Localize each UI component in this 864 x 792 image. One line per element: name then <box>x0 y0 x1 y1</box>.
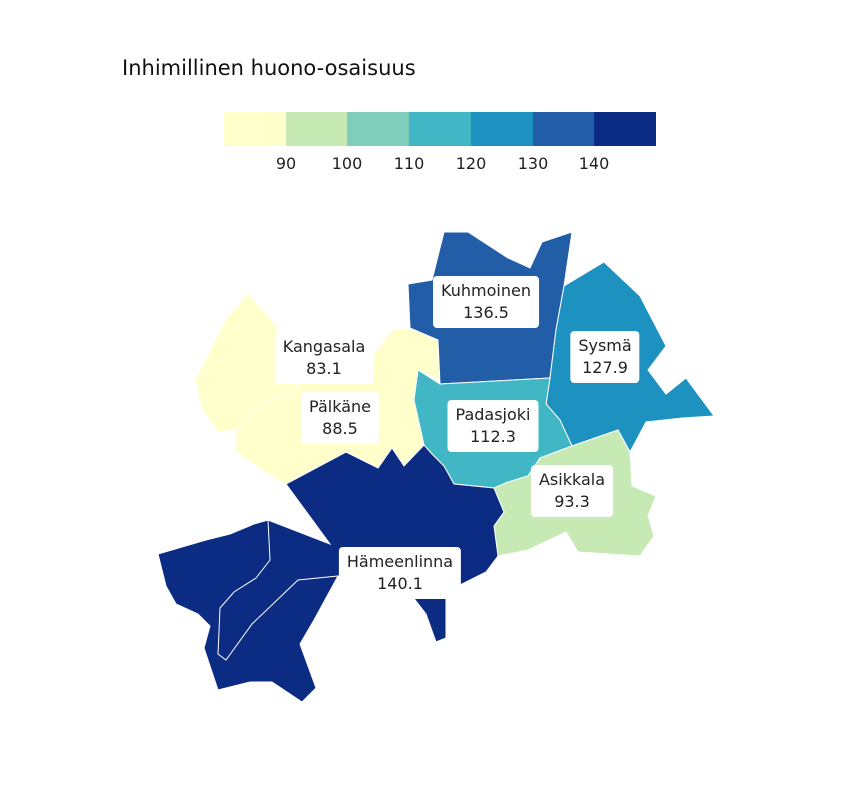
region-value: 112.3 <box>470 427 516 446</box>
region-value: 83.1 <box>306 359 342 378</box>
legend-swatches <box>224 112 657 146</box>
legend-tick: 110 <box>393 154 425 173</box>
region-name: Kangasala <box>282 337 366 356</box>
legend-tick: 100 <box>331 154 363 173</box>
legend-swatch <box>409 112 471 146</box>
region-name: Pälkäne <box>309 397 371 416</box>
legend-tick: 120 <box>455 154 487 173</box>
map-title: Inhimillinen huono-osaisuus <box>122 56 416 80</box>
legend-tick: 140 <box>578 154 610 173</box>
region-name: Kuhmoinen <box>441 281 531 300</box>
region-value: 93.3 <box>554 492 590 511</box>
region-name: Hämeenlinna <box>346 552 454 571</box>
region-label: Kangasala 83.1 <box>274 332 374 384</box>
region-label: Padasjoki 112.3 <box>447 400 539 452</box>
legend-tick: 130 <box>517 154 549 173</box>
region-label: Pälkäne 88.5 <box>301 392 379 444</box>
region-value: 136.5 <box>463 303 509 322</box>
legend-tick: 90 <box>275 154 297 173</box>
region-name: Padasjoki <box>455 405 531 424</box>
legend-swatch <box>594 112 657 146</box>
region-value: 127.9 <box>582 358 628 377</box>
region-value: 140.1 <box>377 574 423 593</box>
region-name: Asikkala <box>538 470 606 489</box>
region-hameenlinna[interactable] <box>157 444 505 703</box>
legend-swatch <box>347 112 410 146</box>
legend-swatch <box>224 112 286 146</box>
region-label: Sysmä 127.9 <box>570 331 640 383</box>
region-label: Hämeenlinna 140.1 <box>338 547 462 599</box>
legend-swatch <box>285 112 348 146</box>
color-legend: 90 100 110 120 130 140 <box>224 112 657 192</box>
region-label: Asikkala 93.3 <box>530 465 614 517</box>
region-label: Kuhmoinen 136.5 <box>433 276 539 328</box>
legend-swatch <box>532 112 595 146</box>
region-value: 88.5 <box>322 419 358 438</box>
legend-swatch <box>470 112 533 146</box>
region-name: Sysmä <box>578 336 632 355</box>
